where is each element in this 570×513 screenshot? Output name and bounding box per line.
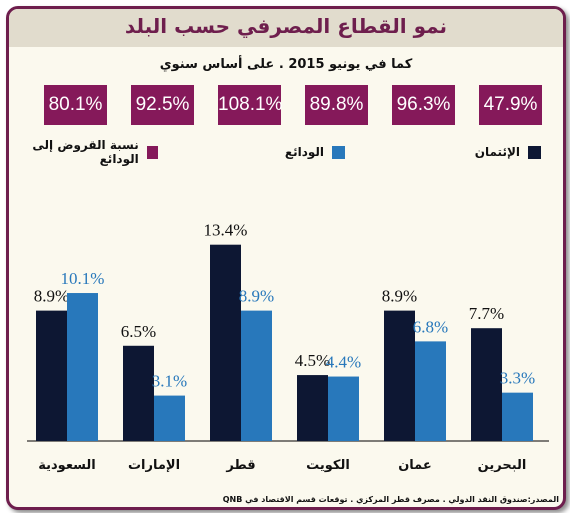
category-label: عمان: [398, 458, 432, 473]
credit-value-label: 8.9%: [382, 287, 417, 306]
deposits-value-label: 8.9%: [239, 287, 274, 306]
credit-value-label: 6.5%: [121, 322, 156, 341]
legend-swatch: [146, 145, 158, 159]
deposits-bar: [154, 395, 185, 441]
ratio-box: 96.3%: [392, 85, 455, 125]
credit-value-label: 13.4%: [204, 221, 248, 240]
credit-value-label: 4.5%: [295, 351, 330, 370]
deposits-value-label: 6.8%: [413, 317, 448, 336]
bar-chart: 8.9%10.1%السعودية6.5%3.1%الإمارات13.4%8.…: [27, 221, 549, 473]
deposits-bar: [502, 392, 533, 441]
credit-bar: [123, 345, 154, 441]
category-label: البحرين: [478, 458, 527, 473]
deposits-bar: [67, 293, 98, 441]
deposits-value-label: 3.3%: [500, 369, 535, 388]
ratio-box: 80.1%: [44, 85, 107, 125]
credit-bar: [297, 375, 328, 441]
ratio-box: 47.9%: [479, 85, 542, 125]
legend-label: الإئتمان: [474, 145, 520, 159]
ratio-row: 80.1% 92.5% 108.1% 89.8% 96.3% 47.9%: [9, 85, 563, 131]
legend-swatch: [332, 145, 345, 159]
credit-bar: [471, 328, 502, 441]
category-label: الإمارات: [128, 458, 180, 473]
ratio-box: 108.1%: [218, 85, 282, 125]
category-label: قطر: [225, 458, 255, 473]
deposits-value-label: 10.1%: [61, 269, 105, 288]
ratio-box: 89.8%: [305, 85, 368, 125]
deposits-bar: [415, 341, 446, 441]
deposits-bar: [328, 376, 359, 441]
credit-bar: [210, 244, 241, 441]
title-bar: نمو القطاع المصرفي حسب البلد: [9, 9, 563, 47]
legend-item-credit: الإئتمان: [475, 143, 541, 161]
legend-label: نسبة القروض إلى الودائع: [32, 138, 139, 166]
deposits-value-label: 3.1%: [152, 372, 187, 391]
ratio-box: 92.5%: [131, 85, 194, 125]
chart-title: نمو القطاع المصرفي حسب البلد: [124, 14, 448, 38]
deposits-value-label: 4.4%: [326, 353, 361, 372]
legend-item-deposits: الودائع: [285, 143, 345, 161]
category-label: الكويت: [306, 458, 350, 473]
credit-value-label: 8.9%: [34, 287, 69, 306]
legend-swatch: [528, 145, 541, 159]
category-label: السعودية: [38, 458, 96, 473]
credit-bar: [384, 310, 415, 441]
source-note: المصدر:صندوق النقد الدولي . مصرف قطر الم…: [222, 495, 559, 504]
credit-bar: [36, 310, 67, 441]
chart-subtitle: كما في يونيو 2015 . على أساس سنوي: [159, 57, 413, 72]
chart-frame: نمو القطاع المصرفي حسب البلد كما في يوني…: [6, 6, 566, 510]
legend-label: الودائع: [284, 145, 324, 159]
legend-item-ratio: نسبة القروض إلى الودائع: [9, 138, 158, 166]
deposits-bar: [241, 310, 272, 441]
credit-value-label: 7.7%: [469, 304, 504, 323]
legend: الإئتمان الودائع نسبة القروض إلى الودائع: [9, 138, 563, 166]
